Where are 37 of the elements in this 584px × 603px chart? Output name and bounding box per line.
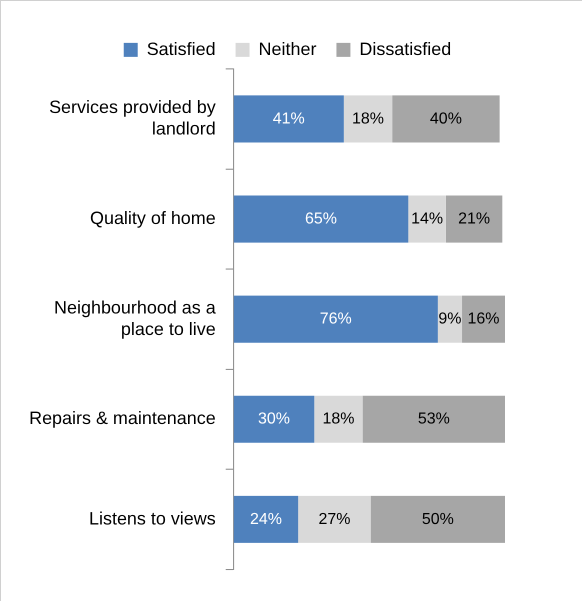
legend-label: Satisfied (146, 38, 216, 59)
data-label: 40% (430, 110, 462, 128)
bar (234, 496, 298, 543)
bar (234, 396, 314, 443)
data-label: 9% (438, 310, 462, 328)
y-tick-label: Services provided by landlord (49, 97, 216, 139)
y-tick-label: Quality of home (90, 208, 216, 228)
bar (234, 95, 344, 142)
data-label: 27% (318, 510, 350, 528)
legend-label: Dissatisfied (359, 38, 452, 59)
data-label: 18% (352, 110, 384, 128)
y-tick-label: Neighbourhood as a place to live (54, 297, 216, 339)
data-label: 65% (305, 210, 337, 228)
bar (392, 95, 500, 142)
data-label: 18% (322, 410, 354, 428)
data-label: 24% (250, 510, 282, 528)
data-label: 30% (258, 410, 290, 428)
y-tick-label: Listens to views (89, 508, 216, 528)
data-label: 16% (468, 310, 500, 328)
bar (362, 396, 506, 443)
bar (370, 496, 506, 543)
bar (298, 496, 371, 543)
bar (234, 296, 438, 343)
data-label: 53% (418, 410, 450, 428)
bar (462, 296, 506, 343)
y-tick-label: Repairs & maintenance (29, 408, 216, 428)
data-label: 14% (411, 210, 444, 228)
bar (344, 95, 392, 142)
bar (446, 196, 502, 243)
bar (408, 196, 446, 243)
bar (234, 196, 408, 243)
data-label: 21% (458, 210, 490, 228)
legend-label: Neither (258, 38, 316, 59)
bar (314, 396, 363, 443)
data-label: 50% (422, 510, 454, 528)
data-label: 41% (272, 110, 305, 128)
data-label: 76% (320, 310, 352, 328)
